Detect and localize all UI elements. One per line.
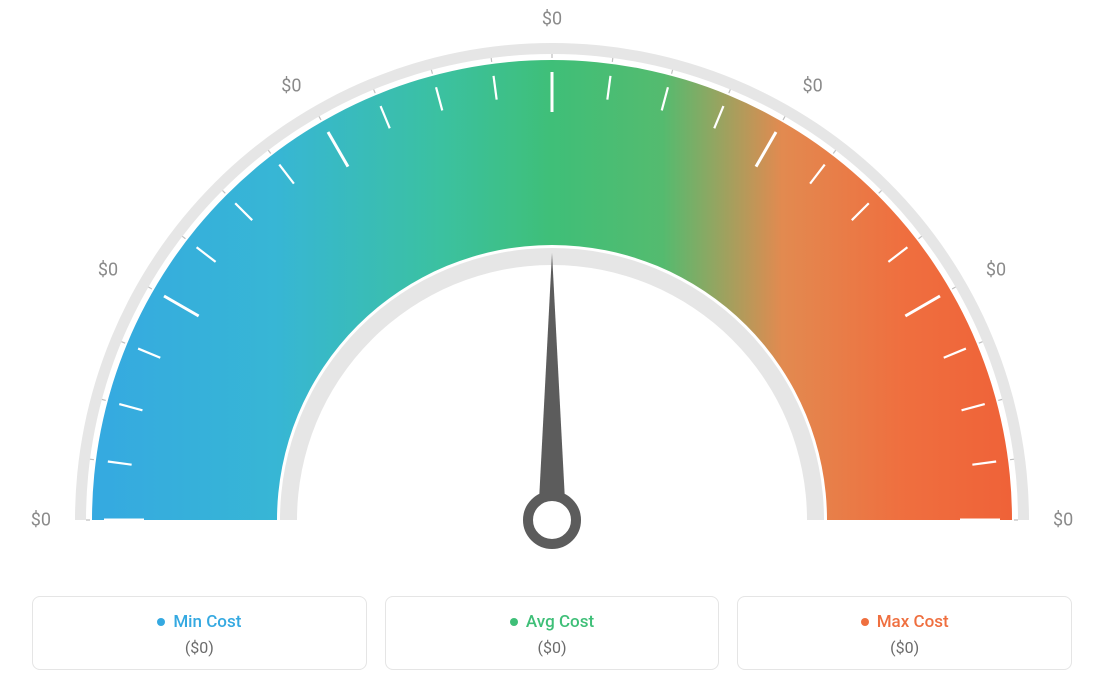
legend-title: Min Cost	[157, 612, 241, 632]
gauge-tick-label: $0	[803, 76, 823, 97]
gauge-chart: $0$0$0$0$0$0$0	[52, 10, 1052, 570]
dot-icon	[861, 618, 869, 626]
legend-row: Min Cost ($0) Avg Cost ($0) Max Cost ($0…	[32, 596, 1072, 670]
gauge-tick-label: $0	[281, 76, 301, 97]
legend-card-avg: Avg Cost ($0)	[385, 596, 720, 670]
legend-title: Avg Cost	[510, 612, 594, 632]
legend-title: Max Cost	[861, 612, 949, 632]
gauge-tick-label: $0	[542, 9, 562, 30]
gauge-tick-label: $0	[1053, 510, 1073, 531]
gauge-tick-label: $0	[98, 259, 118, 280]
gauge-tick-label: $0	[986, 259, 1006, 280]
gauge-tick-label: $0	[31, 510, 51, 531]
legend-value: ($0)	[738, 638, 1071, 657]
dot-icon	[157, 618, 165, 626]
gauge-svg	[52, 10, 1052, 570]
legend-label: Min Cost	[173, 612, 241, 632]
dot-icon	[510, 618, 518, 626]
legend-label: Max Cost	[877, 612, 949, 632]
legend-label: Avg Cost	[526, 612, 594, 632]
legend-value: ($0)	[386, 638, 719, 657]
legend-card-min: Min Cost ($0)	[32, 596, 367, 670]
legend-value: ($0)	[33, 638, 366, 657]
legend-card-max: Max Cost ($0)	[737, 596, 1072, 670]
